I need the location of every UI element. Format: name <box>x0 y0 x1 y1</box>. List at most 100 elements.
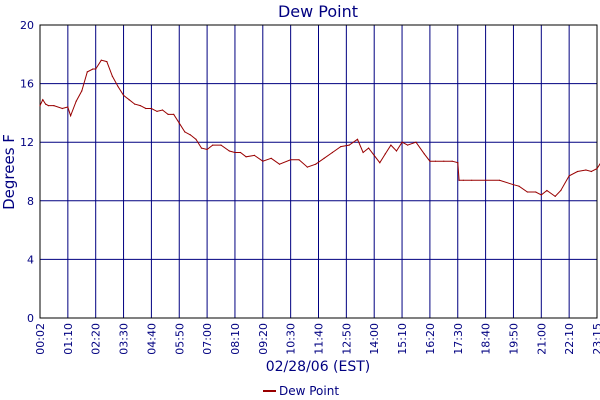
data-point <box>167 113 169 115</box>
data-point <box>331 151 333 154</box>
x-tick-label: 02:20 <box>90 323 103 355</box>
data-point <box>53 105 55 107</box>
x-tick-label: 15:10 <box>396 323 409 355</box>
data-point <box>362 151 364 154</box>
x-tick-label: 10:30 <box>285 323 298 355</box>
data-point <box>568 175 570 177</box>
y-tick-label: 12 <box>20 136 34 149</box>
data-point <box>189 134 191 136</box>
data-point <box>298 159 300 161</box>
y-tick-label: 0 <box>27 312 34 325</box>
data-point <box>451 160 453 162</box>
legend: Dew Point <box>263 384 339 398</box>
data-point <box>554 195 556 197</box>
legend-label-dew-point: Dew Point <box>279 384 339 398</box>
x-tick-label: 00:02 <box>34 323 47 355</box>
x-tick-label: 05:50 <box>173 323 186 355</box>
data-point <box>212 144 214 146</box>
data-point <box>134 103 136 105</box>
data-point <box>67 106 69 108</box>
data-point <box>458 179 460 181</box>
data-point <box>122 94 125 96</box>
data-point <box>45 103 47 105</box>
data-point <box>47 105 50 107</box>
x-tick-label: 11:40 <box>313 323 326 355</box>
x-tick-label: 03:30 <box>118 323 131 355</box>
data-point <box>139 105 141 107</box>
y-tick-label: 20 <box>20 19 34 32</box>
y-axis-ticks: 0 4 8 12 16 20 <box>20 19 34 325</box>
data-point <box>315 163 317 165</box>
data-point <box>234 151 236 154</box>
y-tick-label: 16 <box>20 78 34 91</box>
data-point <box>368 147 370 149</box>
data-point <box>443 160 445 162</box>
x-tick-label: 17:30 <box>452 323 465 355</box>
data-point <box>70 115 72 117</box>
x-tick-label: 16:20 <box>424 323 437 355</box>
data-point <box>407 144 409 146</box>
y-tick-label: 4 <box>27 253 34 266</box>
data-point <box>117 85 119 88</box>
data-point <box>401 141 403 143</box>
data-point <box>471 179 473 181</box>
series-line-dew-point <box>39 59 600 198</box>
x-axis-label: 02/28/06 (EST) <box>266 359 371 375</box>
chart-title: Dew Point <box>278 2 358 21</box>
data-point <box>323 157 325 159</box>
data-point <box>150 107 152 110</box>
data-point <box>228 150 230 152</box>
x-tick-label: 21:00 <box>535 323 548 355</box>
data-point <box>245 156 247 158</box>
data-point <box>373 154 375 156</box>
data-point <box>348 144 350 146</box>
plot-frame <box>39 24 598 319</box>
data-point <box>253 154 255 156</box>
data-point <box>95 68 97 70</box>
data-point <box>585 169 587 171</box>
data-point <box>178 122 180 124</box>
data-point <box>206 148 208 151</box>
data-point <box>512 184 515 186</box>
data-point <box>434 160 437 162</box>
data-point <box>340 146 342 148</box>
data-point <box>390 144 392 146</box>
data-point <box>106 61 108 63</box>
data-point <box>395 150 398 152</box>
data-point <box>596 168 598 170</box>
data-point <box>560 189 562 192</box>
data-point <box>262 160 264 162</box>
x-tick-label: 18:40 <box>480 323 493 355</box>
data-point <box>220 144 222 146</box>
data-point <box>290 159 292 161</box>
data-point <box>485 179 487 181</box>
data-point <box>81 90 83 92</box>
data-point <box>239 151 242 154</box>
data-point <box>161 109 164 111</box>
data-point <box>92 68 94 70</box>
grid <box>39 24 598 319</box>
data-point <box>356 138 359 140</box>
data-point <box>278 163 281 165</box>
data-point <box>546 189 548 192</box>
data-point <box>195 138 197 140</box>
data-point <box>184 131 186 133</box>
data-point <box>462 179 464 181</box>
data-point <box>75 100 77 102</box>
data-point <box>590 170 593 173</box>
series-dew-point <box>39 59 600 198</box>
data-point <box>270 157 272 159</box>
data-point <box>100 59 102 61</box>
data-point <box>86 71 88 73</box>
data-point <box>156 110 158 112</box>
data-point <box>145 107 147 110</box>
x-tick-label: 08:10 <box>229 323 242 355</box>
data-point <box>384 153 386 155</box>
data-point <box>498 179 501 181</box>
x-axis-ticks: 00:02 01:10 02:20 03:30 04:40 05:50 07:00 08:10… <box>34 323 600 355</box>
data-point <box>526 191 529 193</box>
x-tick-label: 09:20 <box>257 323 270 355</box>
data-point <box>379 162 381 164</box>
y-tick-label: 8 <box>27 195 34 208</box>
